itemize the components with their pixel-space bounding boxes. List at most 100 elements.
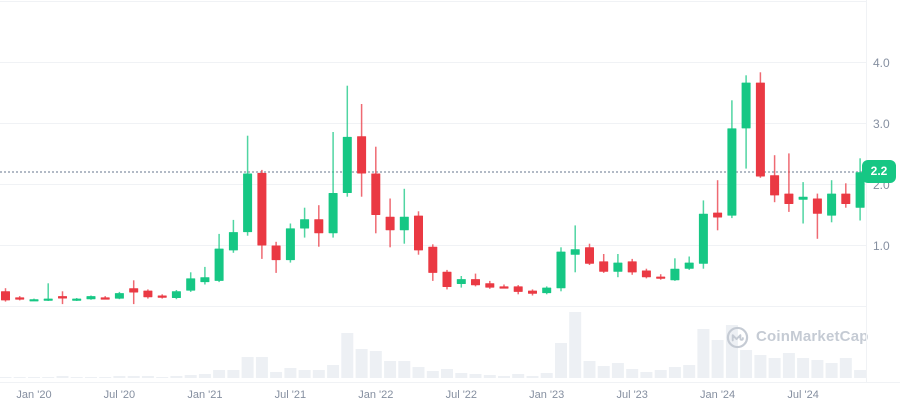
candle-2023-09 [656,274,666,280]
current-price-value: 2.2 [870,164,888,179]
volume-bar-2022-08 [469,374,482,378]
candle-2021-08 [300,207,310,238]
time-axis[interactable]: Jan '20 Jul '20 Jan '21 Jul '21 Jan '22 Jul '… [0,382,900,409]
volume-bar-2020-04 [70,377,83,378]
candle-body [599,261,609,272]
candle-2021-07 [285,223,295,263]
candle-2021-05 [257,169,267,259]
candle-2023-07 [627,258,637,275]
volume-bar-2024-06 [782,353,795,378]
candle-body [243,173,253,233]
candle-2020-10 [157,294,167,299]
volume-bar-2023-08 [640,372,653,378]
volume-bar-2024-10 [839,358,852,378]
volume-bar-2022-09 [483,375,496,378]
candle-2023-11 [684,256,694,270]
candle-2022-10 [499,284,509,289]
candle-2021-11 [342,85,352,197]
candle-2021-12 [357,104,367,197]
candle-2023-06 [613,254,623,278]
candle-2020-09 [143,289,153,299]
candle-body [357,136,367,174]
candle-2021-03 [228,219,238,253]
volume-bar-2022-01 [369,351,382,378]
y-axis-label-3.0: 3.0 [873,116,890,131]
volume-bar-2022-10 [498,376,510,378]
volume-bar-2023-02 [555,343,567,378]
candle-body [328,193,338,234]
volume-bar-2020-12 [184,375,197,378]
volume-bar-2021-05 [255,357,268,378]
candle-body [214,248,224,281]
candle-body [58,296,67,299]
volume-bar-2022-11 [512,374,525,378]
volume-bar-2023-10 [668,367,681,378]
volume-bar-2021-01 [198,374,211,378]
candle-body [200,277,210,283]
volume-bar-2023-09 [654,370,667,378]
candle-body [15,297,25,300]
candle-body [186,278,196,291]
volume-bar-2020-06 [99,377,112,378]
current-price-badge: 2.2 [862,160,896,184]
candle-2023-12 [698,200,708,269]
volume-bar-2021-11 [341,333,354,378]
volume-bar-2022-03 [398,361,411,378]
candle-2022-07 [456,276,466,288]
candle-body [528,290,537,294]
candle-2024-03 [741,75,751,169]
candle-body [542,287,552,294]
volume-bar-2021-06 [270,372,283,378]
volume-bar-2021-12 [355,349,368,378]
volume-bar-2022-05 [426,371,439,378]
price-scale[interactable]: 4.0 3.0 2.0 1.0 [866,0,900,382]
candle-2019-11 [1,288,10,302]
candle-body [228,232,238,251]
volume-bar-2021-08 [298,370,311,378]
candle-2024-06 [784,153,794,212]
volume-bar-2021-02 [213,370,226,378]
volume-bar-2023-12 [697,329,710,378]
candle-body [727,128,737,216]
volume-bar-2024-05 [768,358,781,378]
gridline-2 [0,184,866,185]
watermark-text: CoinMarketCap [756,328,869,345]
candles-layer [1,72,865,305]
candle-body [684,262,694,269]
x-axis-label-10: Jul '24 [787,389,819,401]
candle-2024-07 [798,182,808,224]
volume-bar-2024-07 [797,358,810,378]
volume-bar-2022-04 [412,367,425,378]
volume-bar-2021-04 [241,357,254,378]
candle-2023-03 [570,225,580,273]
candle-body [827,193,837,216]
candle-2021-01 [200,266,210,285]
volume-bar-2021-03 [227,370,240,378]
candle-2021-10 [328,132,338,238]
volume-bar-2020-05 [85,377,97,378]
candle-2021-04 [243,135,253,236]
candle-2020-02 [43,283,53,301]
candle-2022-01 [371,146,381,234]
volume-bar-2023-07 [626,369,639,378]
candle-2020-06 [100,296,110,300]
candle-2022-05 [428,244,438,281]
candle-body [257,172,267,246]
volume-bar-2020-11 [170,376,183,378]
candle-body [613,262,623,272]
x-axis-label-6: Jul '22 [445,389,478,401]
candle-body [342,136,352,193]
candle-2023-01 [542,286,552,295]
watermark: CoinMarketCap [726,324,869,350]
candle-2023-04 [585,243,594,265]
gridline-0 [0,306,866,307]
x-axis-label-5: Jan '22 [358,389,394,401]
candle-body [456,279,466,284]
volume-bar-2022-12 [526,376,539,378]
volume-bar-2022-07 [455,373,468,378]
plot-area[interactable]: CoinMarketCap [0,0,869,382]
candle-body [784,193,794,204]
gridline-4 [0,62,866,63]
candle-2021-09 [314,205,324,247]
